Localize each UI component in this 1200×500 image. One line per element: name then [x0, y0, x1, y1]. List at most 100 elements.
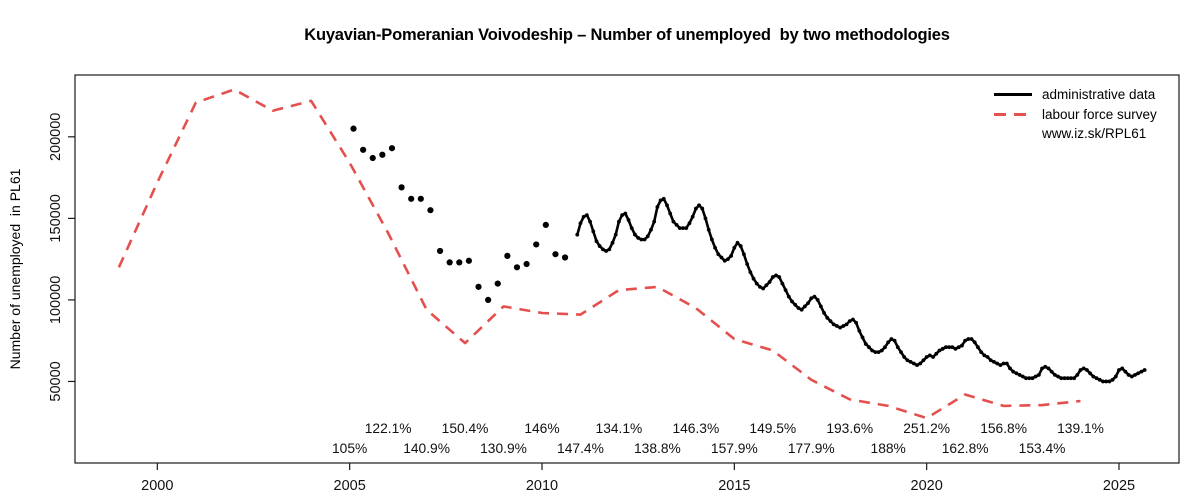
ratio-label-lower: 177.9% — [788, 441, 835, 456]
admin-monthly-point — [629, 226, 634, 231]
admin-monthly-point — [1139, 369, 1144, 374]
admin-monthly-point — [992, 359, 996, 364]
admin-monthly-point — [982, 353, 987, 358]
admin-monthly-point — [783, 288, 788, 293]
admin-monthly-point — [841, 324, 846, 328]
ratio-label-lower: 157.9% — [711, 441, 758, 456]
ratio-label-lower: 140.9% — [403, 441, 450, 456]
admin-monthly-point — [751, 276, 756, 281]
admin-quarterly-point — [436, 247, 444, 255]
x-tick-label: 2010 — [526, 478, 558, 494]
x-tick-label: 2025 — [1103, 478, 1135, 494]
admin-monthly-point — [940, 346, 945, 351]
admin-monthly-line — [575, 197, 1146, 383]
admin-monthly-point — [1091, 374, 1096, 379]
admin-monthly-point — [578, 221, 583, 226]
admin-monthly-point — [693, 206, 698, 211]
admin-monthly-point — [649, 227, 653, 232]
admin-monthly-point — [1052, 373, 1057, 377]
admin-monthly-point — [825, 315, 830, 320]
admin-monthly-point — [809, 296, 814, 301]
ratio-label-lower: 130.9% — [480, 441, 527, 456]
admin-monthly-point — [1040, 366, 1044, 371]
admin-monthly-point — [931, 355, 935, 359]
admin-quarterly-point — [379, 151, 386, 158]
admin-monthly-point — [831, 322, 836, 327]
admin-monthly-point — [745, 262, 750, 266]
admin-quarterly-point — [369, 154, 376, 162]
dashed-line-icon — [994, 112, 1032, 116]
admin-monthly-point — [889, 337, 894, 341]
admin-monthly-point — [575, 232, 580, 237]
y-tick-label: 100000 — [48, 276, 64, 324]
y-tick-label: 200000 — [48, 113, 64, 161]
admin-monthly-point — [943, 345, 948, 350]
admin-monthly-point — [828, 319, 833, 324]
admin-monthly-point — [1072, 376, 1077, 381]
admin-monthly-point — [674, 222, 679, 227]
admin-monthly-point — [1117, 368, 1121, 372]
admin-quarterly-point — [408, 195, 415, 202]
admin-monthly-point — [1014, 371, 1019, 376]
admin-monthly-point — [895, 345, 900, 350]
admin-monthly-point — [1078, 368, 1083, 372]
admin-monthly-point — [761, 286, 766, 291]
ratio-label-lower: 138.8% — [634, 441, 681, 456]
admin-monthly-point — [799, 307, 804, 312]
admin-monthly-point — [921, 358, 926, 363]
plot-border — [74, 74, 1180, 464]
admin-monthly-point — [636, 236, 641, 240]
admin-monthly-point — [665, 203, 669, 208]
admin-monthly-point — [790, 299, 794, 304]
admin-quarterly-point — [494, 280, 501, 287]
admin-monthly-point — [697, 203, 701, 208]
admin-monthly-point — [748, 270, 753, 275]
legend-item-watermark: www.iz.sk/RPL61 — [994, 124, 1157, 144]
admin-monthly-point — [876, 350, 881, 354]
x-tick-label: 2000 — [141, 478, 173, 494]
admin-monthly-point — [655, 205, 660, 209]
admin-monthly-point — [815, 298, 820, 302]
admin-monthly-point — [918, 361, 923, 366]
admin-monthly-point — [950, 345, 955, 350]
admin-monthly-point — [620, 213, 625, 217]
admin-monthly-point — [594, 239, 599, 244]
admin-monthly-point — [802, 304, 807, 309]
admin-monthly-point — [1133, 373, 1137, 377]
admin-monthly-point — [732, 245, 737, 250]
admin-monthly-point — [892, 338, 897, 343]
admin-monthly-point — [645, 234, 650, 239]
admin-monthly-point — [902, 355, 907, 359]
admin-monthly-point — [633, 232, 637, 237]
admin-monthly-point — [726, 257, 730, 262]
admin-quarterly-point — [533, 241, 540, 248]
admin-monthly-point — [1088, 371, 1093, 376]
admin-monthly-point — [1113, 374, 1118, 379]
admin-monthly-point — [729, 253, 734, 258]
legend-item-lfs: labour force survey — [994, 105, 1157, 125]
admin-monthly-point — [870, 348, 875, 353]
admin-monthly-point — [844, 322, 849, 327]
ratio-label-upper: 149.5% — [749, 421, 796, 436]
admin-monthly-point — [1069, 376, 1073, 381]
x-tick-label: 2015 — [718, 478, 750, 494]
admin-monthly-point — [937, 348, 942, 353]
admin-monthly-point — [738, 244, 743, 248]
admin-monthly-point — [1049, 369, 1054, 374]
admin-monthly-point — [742, 252, 746, 257]
ratio-label-upper: 122.1% — [365, 421, 412, 436]
admin-monthly-point — [1056, 374, 1060, 379]
admin-monthly-point — [713, 245, 717, 250]
x-tick-label: 2005 — [334, 478, 366, 494]
admin-monthly-point — [915, 363, 919, 368]
admin-monthly-point — [998, 363, 1003, 368]
admin-monthly-point — [1107, 379, 1112, 384]
admin-monthly-point — [1104, 379, 1109, 384]
admin-quarterly-point — [446, 259, 453, 266]
admin-monthly-point — [690, 214, 695, 219]
admin-monthly-point — [988, 358, 993, 363]
admin-monthly-point — [1085, 368, 1089, 372]
admin-monthly-point — [860, 335, 865, 340]
admin-monthly-point — [1020, 374, 1025, 379]
